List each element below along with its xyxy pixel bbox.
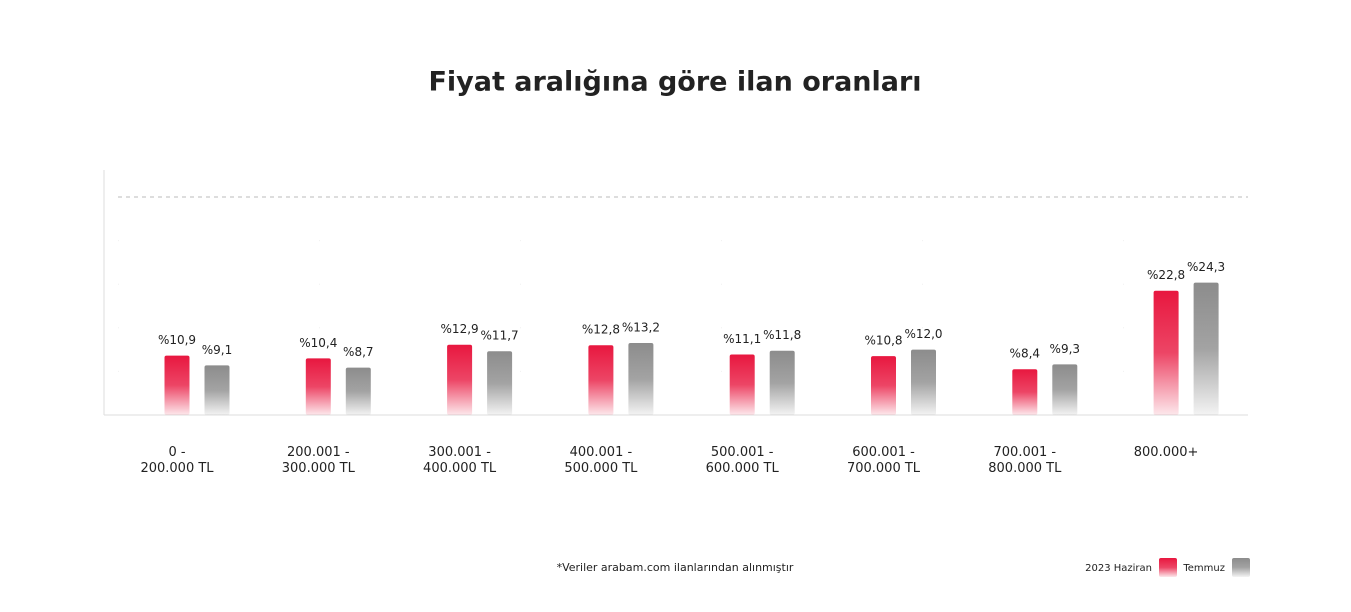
legend-swatch — [1232, 558, 1250, 577]
value-label: %9,1 — [202, 343, 233, 357]
bar — [871, 356, 896, 415]
bar — [769, 350, 795, 415]
x-tick-label: 800.000+ — [1133, 445, 1199, 460]
value-label: %10,9 — [158, 333, 196, 347]
x-tick-label: 500.001 - 600.000 TL — [705, 445, 779, 476]
bar — [911, 349, 936, 415]
legend-swatch — [1159, 558, 1177, 577]
bar — [164, 355, 190, 415]
value-label: %12,9 — [441, 322, 479, 336]
footnote: *Veriler arabam.com ilanlarından alınmış… — [557, 561, 794, 574]
value-label: %11,7 — [481, 329, 519, 343]
bar — [628, 343, 654, 415]
value-label: %9,3 — [1050, 342, 1081, 356]
bar — [204, 365, 230, 415]
x-tick-label: 400.001 - 500.000 TL — [564, 445, 638, 476]
value-label: %11,1 — [723, 332, 761, 346]
value-label: %10,4 — [299, 336, 337, 350]
value-label: %12,0 — [904, 327, 942, 341]
bar — [729, 354, 755, 415]
value-label: %22,8 — [1147, 268, 1185, 282]
value-label: %11,8 — [763, 328, 801, 342]
value-label: %24,3 — [1187, 260, 1225, 274]
legend-label: 2023 Haziran — [1085, 563, 1152, 574]
x-tick-label: 200.001 - 300.000 TL — [281, 445, 355, 476]
bar — [447, 344, 473, 415]
chart-title: Fiyat aralığına göre ilan oranları — [428, 67, 921, 98]
x-tick-label: 600.001 - 700.000 TL — [846, 445, 921, 476]
value-label: %8,4 — [1010, 347, 1041, 361]
value-label: %12,8 — [582, 323, 620, 337]
legend-label: Temmuz — [1182, 563, 1225, 574]
bar — [487, 351, 513, 415]
value-label: %13,2 — [622, 321, 660, 335]
x-tick-label: 300.001 - 400.000 TL — [423, 445, 497, 476]
bar — [1052, 364, 1078, 415]
bar — [1193, 282, 1219, 415]
bar — [345, 367, 371, 415]
bar — [1012, 369, 1038, 415]
x-tick-label: 0 - 200.000 TL — [140, 445, 214, 476]
bar — [1153, 290, 1179, 415]
value-label: %10,8 — [864, 334, 902, 348]
x-tick-label: 700.001 - 800.000 TL — [988, 445, 1062, 476]
bar — [588, 345, 614, 415]
bar — [305, 358, 331, 415]
value-label: %8,7 — [343, 345, 374, 359]
